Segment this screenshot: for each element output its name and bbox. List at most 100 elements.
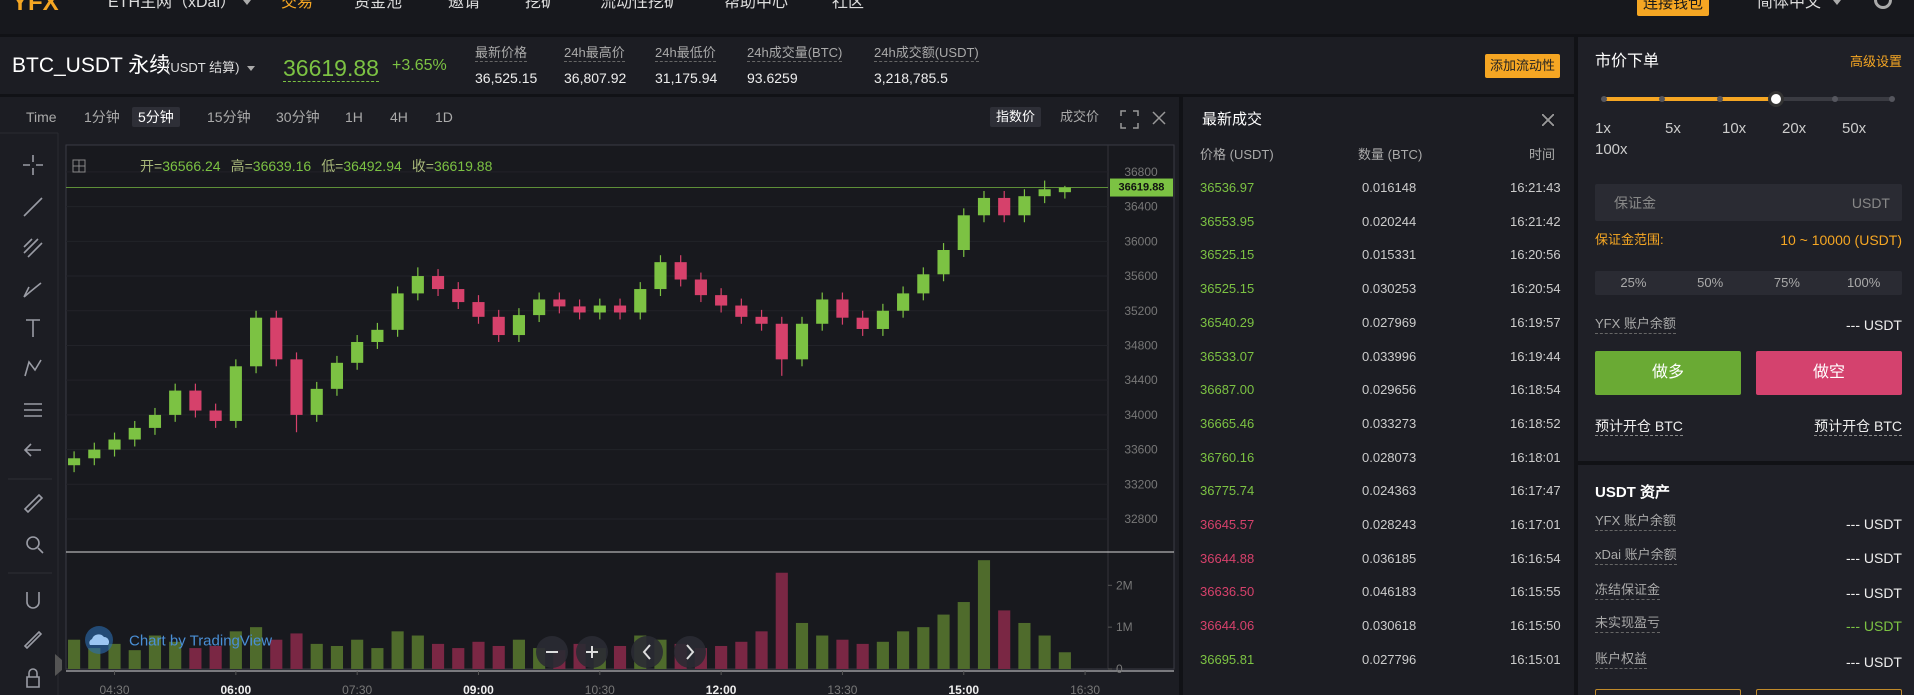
drawing-tool[interactable] xyxy=(23,630,43,650)
volume-bar xyxy=(715,645,728,669)
drawing-tool[interactable] xyxy=(26,668,40,688)
percent-option[interactable]: 75% xyxy=(1773,275,1800,290)
candle-body xyxy=(512,315,525,336)
margin-range: 10 ~ 10000 (USDT) xyxy=(1780,232,1902,248)
volume-bar xyxy=(836,639,849,669)
drawing-tool[interactable] xyxy=(24,359,42,377)
percent-option[interactable]: 25% xyxy=(1620,275,1647,290)
volume-bar xyxy=(128,650,141,669)
asset-label: 冻结保证金 xyxy=(1595,581,1661,600)
dropdown-arrow xyxy=(1833,0,1841,5)
trade-price: 36645.57 xyxy=(1200,517,1255,532)
collapse-tab[interactable] xyxy=(55,654,62,676)
drawing-tool[interactable] xyxy=(23,443,41,457)
balance-label: YFX 账户余额 xyxy=(1595,315,1676,334)
advanced-settings[interactable]: 高级设置 xyxy=(1849,54,1902,69)
nav-item[interactable]: 挖矿 xyxy=(525,0,558,11)
volume-bar xyxy=(351,639,364,669)
leverage-option[interactable]: 100x xyxy=(1595,141,1628,158)
add-liquidity-button[interactable]: 添加流动性 xyxy=(1485,54,1560,78)
price-type-button[interactable]: 指数价 xyxy=(990,107,1042,127)
nav-item[interactable]: 流动性挖矿 xyxy=(600,0,681,11)
leverage-knob[interactable] xyxy=(1768,91,1784,107)
chart-nav-glyph xyxy=(686,644,695,660)
volume-bar xyxy=(68,639,81,669)
candle-body xyxy=(148,414,162,428)
trade-price: 36636.50 xyxy=(1200,584,1255,600)
leverage-option[interactable]: 5x xyxy=(1665,120,1681,137)
fullscreen-icon[interactable] xyxy=(1120,110,1139,129)
interval-button[interactable]: 4H xyxy=(390,109,408,125)
network-select[interactable]: ETH主网（xDai） xyxy=(108,0,237,11)
interval-button[interactable]: Time xyxy=(26,109,57,125)
candle-body xyxy=(634,289,647,313)
leverage-option[interactable]: 50x xyxy=(1842,120,1867,137)
volume-bar xyxy=(209,645,222,669)
trade-time: 16:15:55 xyxy=(1510,584,1561,600)
asset-value: --- USDT xyxy=(1846,516,1902,532)
trade-time: 16:15:50 xyxy=(1510,618,1561,634)
candle-body xyxy=(816,299,829,324)
nav-item[interactable]: 社区 xyxy=(832,0,865,11)
leverage-option[interactable]: 10x xyxy=(1722,120,1747,137)
withdraw-button[interactable] xyxy=(1756,689,1902,695)
volume-bar xyxy=(229,631,242,669)
percent-option[interactable]: 50% xyxy=(1697,275,1724,290)
assets-title: USDT 资产 xyxy=(1595,484,1671,501)
interval-button[interactable]: 1分钟 xyxy=(84,109,120,125)
trade-price: 36775.74 xyxy=(1200,483,1255,499)
nav-item[interactable]: 资金池 xyxy=(354,0,403,11)
drawing-tool[interactable] xyxy=(26,536,44,554)
candle-body xyxy=(1018,196,1031,216)
trades-column-header: 价格 (USDT) xyxy=(1200,147,1274,162)
chart-nav-button[interactable] xyxy=(631,636,663,668)
candle-body xyxy=(775,323,788,360)
close-chart-icon[interactable] xyxy=(1152,111,1166,125)
nav-item[interactable]: 交易 xyxy=(281,0,314,11)
asset-value: --- USDT xyxy=(1846,550,1902,566)
trade-price: 36525.15 xyxy=(1200,247,1255,263)
trade-amount: 0.028073 xyxy=(1362,449,1417,465)
chart-nav-button[interactable] xyxy=(674,636,706,668)
short-button[interactable]: 做空 xyxy=(1756,351,1902,395)
interval-button[interactable]: 30分钟 xyxy=(276,109,320,125)
volume-bar xyxy=(957,602,970,669)
close-trades-icon[interactable] xyxy=(1542,114,1554,126)
percent-option[interactable]: 100% xyxy=(1847,275,1881,290)
interval-button[interactable]: 1D xyxy=(435,109,453,125)
stat-value: 3,218,785.5 xyxy=(874,70,948,86)
drawing-tool[interactable] xyxy=(23,493,44,514)
deposit-button[interactable] xyxy=(1595,689,1741,695)
interval-button[interactable]: 5分钟 xyxy=(132,107,180,127)
drawing-tool[interactable] xyxy=(23,238,43,258)
y-tick-label: 35200 xyxy=(1124,304,1158,318)
ohlc-legend: 开=36566.24 高=36639.16 低=36492.94 收=36619.88 xyxy=(140,158,493,174)
trade-price: 36687.00 xyxy=(1200,382,1255,398)
margin-input[interactable] xyxy=(1595,184,1902,221)
x-tick-label: 04:30 xyxy=(100,683,130,695)
leverage-option[interactable]: 20x xyxy=(1782,120,1807,137)
x-tick-label: 13:30 xyxy=(827,683,857,695)
interval-button[interactable]: 1H xyxy=(345,109,363,125)
trade-time: 16:21:42 xyxy=(1510,213,1561,229)
watermark-cloud xyxy=(89,634,109,645)
candle-body xyxy=(68,458,81,466)
language-select[interactable]: 简体中文 xyxy=(1757,0,1822,11)
drawing-tool[interactable] xyxy=(24,403,42,417)
trade-amount: 0.029656 xyxy=(1362,382,1417,398)
connect-wallet-button[interactable]: 连接钱包 xyxy=(1637,0,1709,16)
interval-button[interactable]: 15分钟 xyxy=(207,109,251,125)
drawing-tool[interactable] xyxy=(23,282,42,298)
long-button[interactable]: 做多 xyxy=(1595,351,1741,395)
nav-item[interactable]: 邀请 xyxy=(448,0,481,11)
leverage-mark xyxy=(1601,96,1607,102)
drawing-tool[interactable] xyxy=(26,592,40,609)
drawing-tool[interactable] xyxy=(23,197,43,217)
volume-bar xyxy=(998,610,1011,669)
nav-item[interactable]: 帮助中心 xyxy=(724,0,789,11)
leverage-option[interactable]: 1x xyxy=(1595,120,1611,137)
settings-icon[interactable] xyxy=(1874,0,1892,9)
drawing-tool[interactable] xyxy=(26,319,40,337)
price-type-button[interactable]: 成交价 xyxy=(1060,109,1100,124)
drawing-tool[interactable] xyxy=(23,155,43,175)
